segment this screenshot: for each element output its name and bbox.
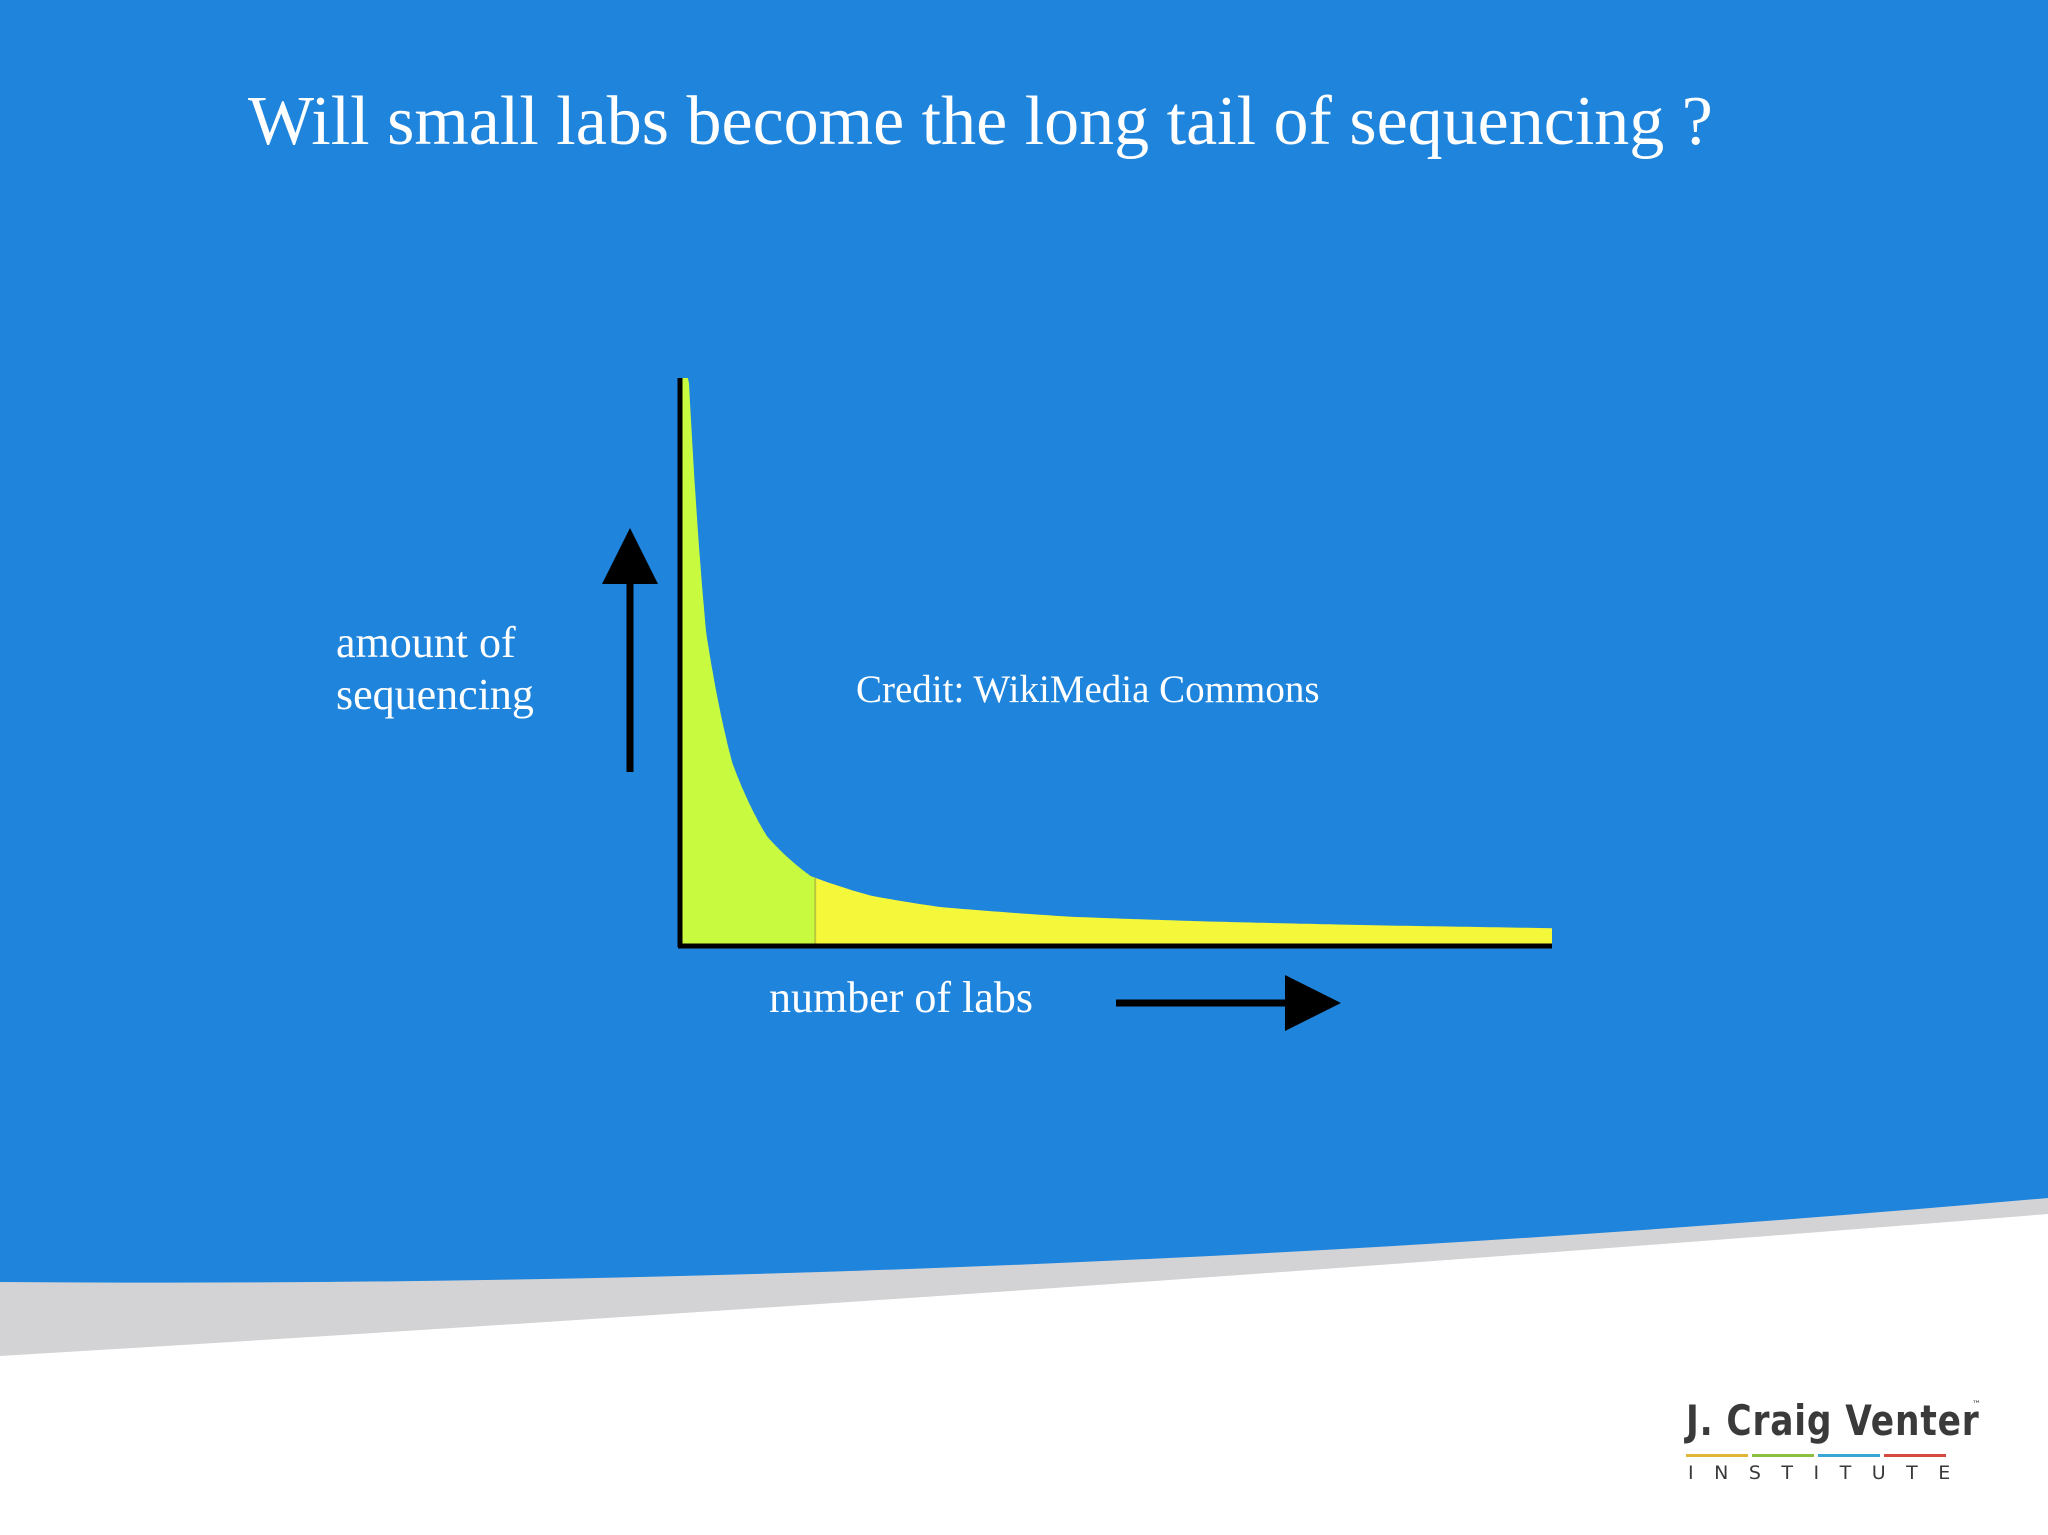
- logo-bar-red: [1884, 1454, 1946, 1457]
- jcvi-logo: J. Craig Venter ™ INSTITUTE: [1686, 1396, 1986, 1496]
- logo-subtitle: INSTITUTE: [1688, 1462, 1971, 1484]
- y-axis-label-line-2: sequencing: [336, 670, 534, 719]
- slide-title: Will small labs become the long tail of …: [248, 83, 1713, 160]
- white-footer: [0, 1214, 2048, 1535]
- logo-trademark: ™: [1972, 1400, 1981, 1410]
- tail-area: [815, 877, 1552, 944]
- logo-name: J. Craig Venter: [1686, 1396, 1980, 1445]
- y-axis-label: amount of sequencing: [336, 617, 534, 721]
- logo-bar-gold: [1686, 1454, 1748, 1457]
- x-axis-label: number of labs: [769, 973, 1033, 1022]
- logo-bar-blue: [1818, 1454, 1880, 1457]
- logo-bar-green: [1752, 1454, 1814, 1457]
- y-axis-label-line-1: amount of: [336, 618, 516, 667]
- credit-text: Credit: WikiMedia Commons: [856, 668, 1320, 711]
- head-area: [680, 378, 816, 944]
